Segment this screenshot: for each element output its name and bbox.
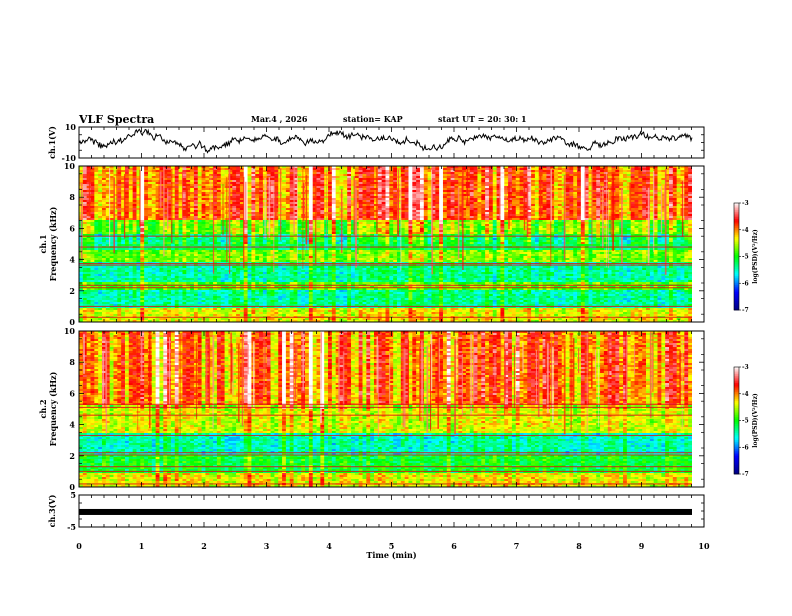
figure-title: VLF Spectra <box>78 113 154 126</box>
ch1-wave-ylabel: ch.1(V) <box>47 126 57 159</box>
start-time-label: start UT = 20: 30: 1 <box>438 114 527 124</box>
date-label: Mar.4 , 2026 <box>251 114 308 124</box>
station-label: station= KAP <box>343 114 403 124</box>
ch1-wave-signal <box>79 129 692 152</box>
ch1-wave-ytick-label: 10 <box>65 122 77 132</box>
